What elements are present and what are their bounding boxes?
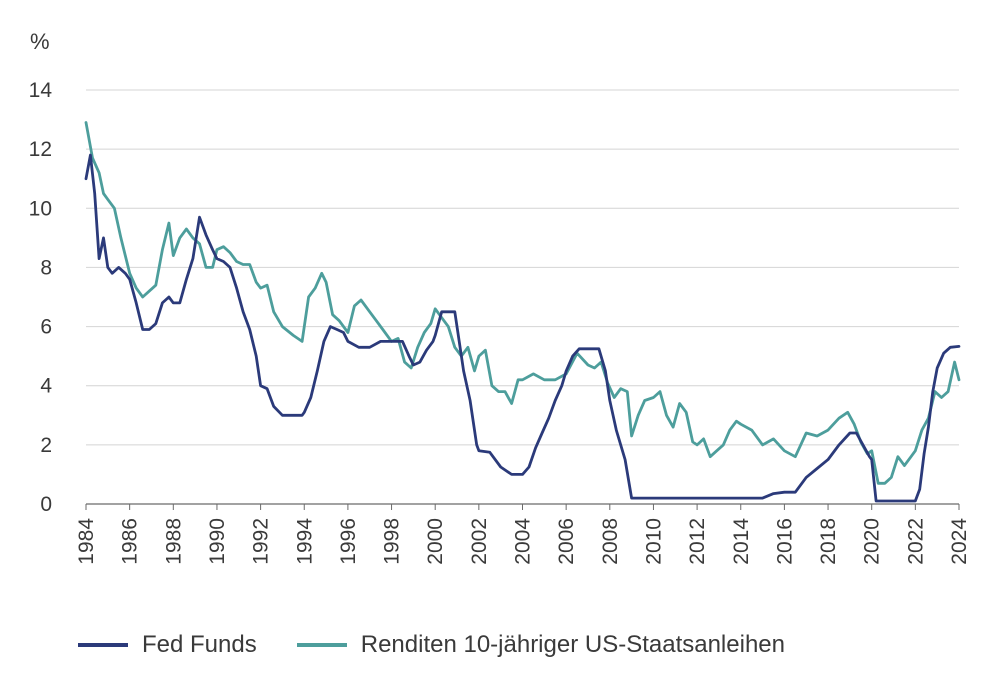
y-tick-label: 10 bbox=[29, 197, 52, 220]
legend-label-fed-funds: Fed Funds bbox=[142, 631, 257, 658]
x-tick-label: 2006 bbox=[555, 518, 578, 565]
x-tick-label: 1988 bbox=[162, 518, 185, 565]
legend-swatch-fed-funds bbox=[78, 643, 128, 647]
x-tick-label: 2008 bbox=[599, 518, 622, 565]
y-tick-label: 14 bbox=[29, 79, 53, 102]
series-line-treasury-yield bbox=[84, 121, 961, 485]
series-line-fed-funds bbox=[84, 153, 961, 503]
y-tick-label: 4 bbox=[40, 375, 52, 398]
legend-swatch-treasury-yield bbox=[296, 643, 347, 647]
x-tick-label: 1998 bbox=[381, 518, 404, 565]
grid-lines bbox=[86, 89, 959, 446]
series-lines bbox=[84, 121, 961, 503]
x-tick-label: 1996 bbox=[337, 518, 360, 565]
y-tick-label: 8 bbox=[40, 256, 52, 279]
x-tick-label: 2020 bbox=[861, 518, 884, 565]
x-tick-label: 2000 bbox=[424, 518, 447, 565]
x-tick-label: 1986 bbox=[119, 518, 142, 565]
legend: Fed Funds Renditen 10-jähriger US-Staats… bbox=[78, 625, 825, 665]
legend-label-treasury-yield: Renditen 10-jähriger US-Staatsanleihen bbox=[360, 631, 785, 658]
x-tick-label: 2016 bbox=[773, 518, 796, 565]
x-tick-label: 2004 bbox=[512, 518, 535, 565]
legend-item-fed-funds: Fed Funds bbox=[78, 631, 257, 659]
x-tick-label: 2018 bbox=[817, 518, 840, 565]
y-tick-label: 6 bbox=[40, 316, 52, 339]
x-tick-label: 2010 bbox=[642, 518, 665, 565]
y-axis: 0 2 4 6 8 10 12 14 bbox=[29, 79, 53, 516]
y-tick-label: 2 bbox=[40, 434, 52, 457]
x-axis: 1984 1986 1988 1990 1992 1994 1996 1998 2000 2002… bbox=[75, 504, 971, 565]
legend-item-treasury-yield: Renditen 10-jähriger US-Staatsanleihen bbox=[296, 631, 785, 659]
x-tick-label: 1992 bbox=[250, 518, 273, 565]
x-tick-label: 1984 bbox=[75, 518, 98, 565]
x-tick-label: 2014 bbox=[730, 518, 753, 565]
y-tick-label: 0 bbox=[40, 493, 52, 516]
x-tick-label: 2022 bbox=[904, 518, 927, 565]
y-tick-label: 12 bbox=[29, 138, 52, 161]
x-tick-label: 1994 bbox=[293, 518, 316, 565]
x-tick-label: 2024 bbox=[948, 518, 971, 565]
x-tick-label: 2002 bbox=[468, 518, 491, 565]
x-tick-label: 1990 bbox=[206, 518, 229, 565]
x-tick-label: 2012 bbox=[686, 518, 709, 565]
y-axis-unit-label: % bbox=[30, 29, 50, 54]
